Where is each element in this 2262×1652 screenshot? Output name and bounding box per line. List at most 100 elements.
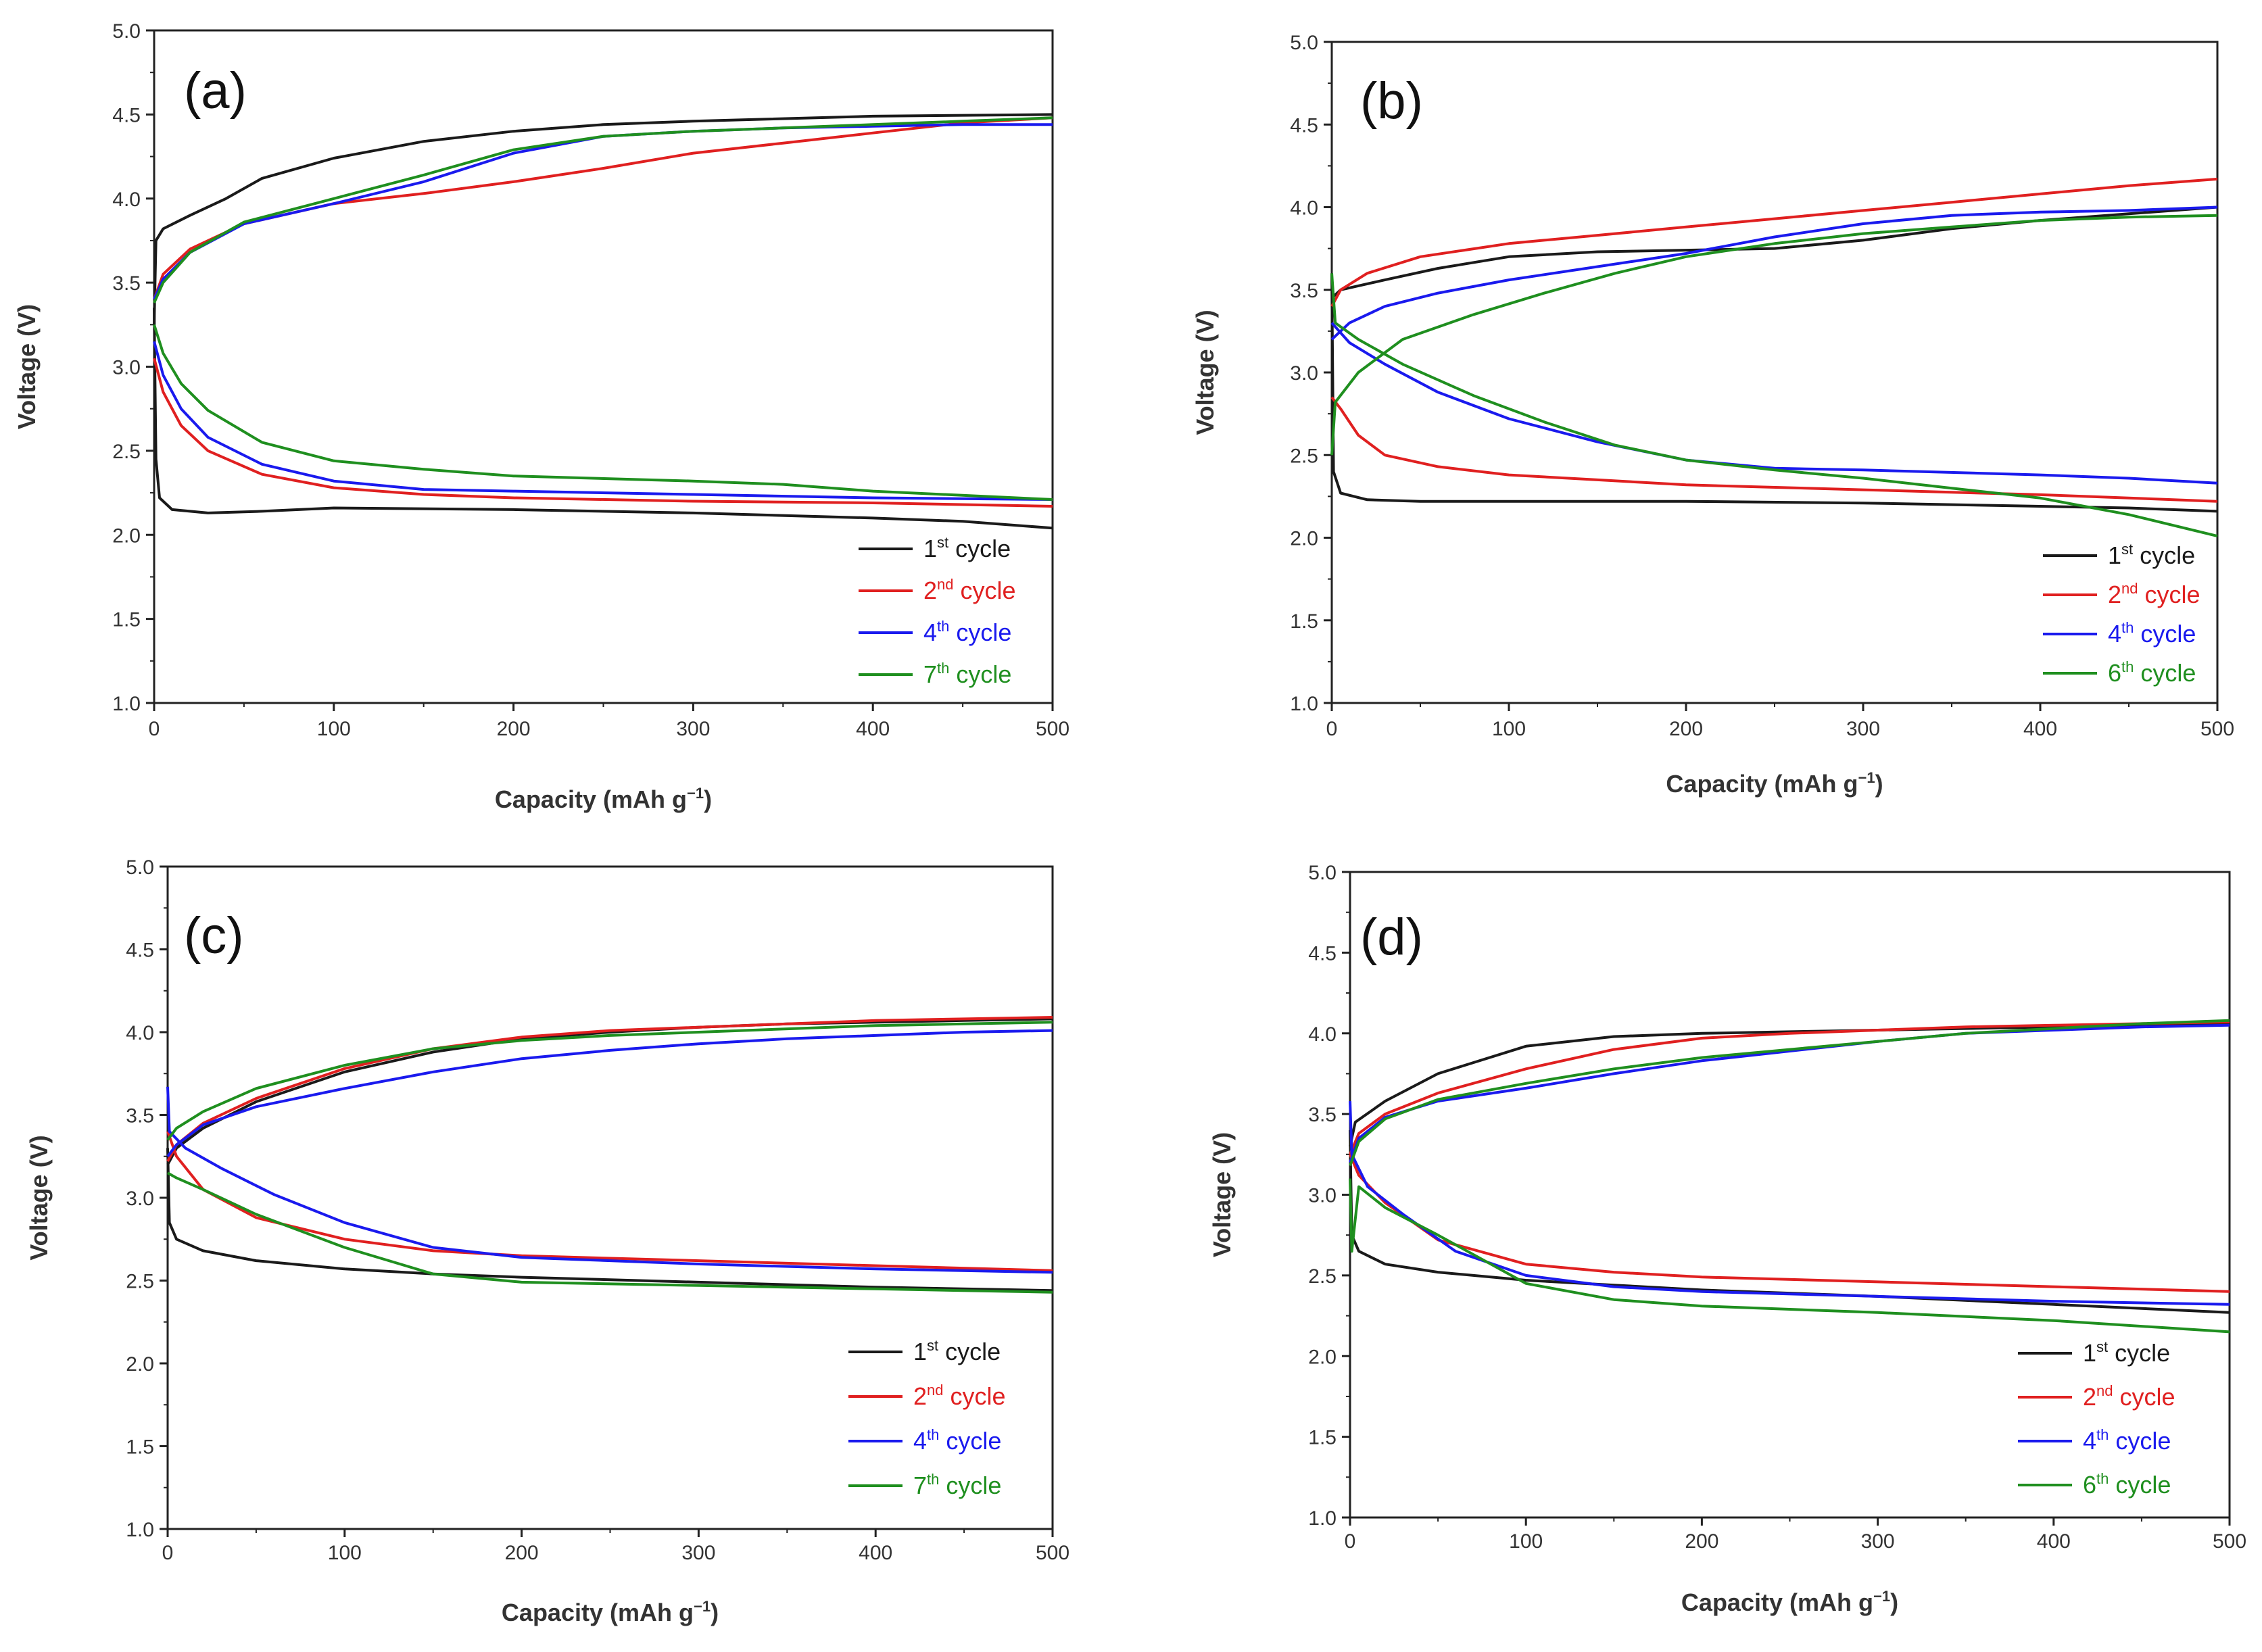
x-axis-label-end: ) xyxy=(1875,770,1883,798)
y-tick-label: 1.5 xyxy=(1290,610,1318,633)
chart-panel-d: 1.0 1.5 2.0 2.5 3.0 3.5 4.0 4.5 5.0 0 100 200 300 400… xyxy=(1208,862,2246,1616)
x-axis-label-sup: −1 xyxy=(687,785,704,802)
legend-text: cycle xyxy=(2108,1339,2170,1367)
x-axis-label-main: Capacity (mAh g xyxy=(1681,1588,1873,1616)
legend-label: 4th cycle xyxy=(2108,619,2196,648)
legend-label: 1st cycle xyxy=(913,1337,1001,1365)
legend-text: cycle xyxy=(2109,1427,2171,1455)
legend-label: 7th cycle xyxy=(923,660,1011,688)
series-4th-discharge-line xyxy=(1330,322,2218,485)
panel-label: (a) xyxy=(184,62,247,120)
y-axis-label: Voltage (V) xyxy=(13,304,41,429)
legend-sup: st xyxy=(927,1337,938,1354)
legend-text: cycle xyxy=(2134,659,2196,687)
legend-sup: nd xyxy=(937,576,953,593)
legend-label: 6th cycle xyxy=(2108,658,2196,687)
y-tick-label: 2.0 xyxy=(1308,1346,1337,1368)
legend-sup: th xyxy=(2121,658,2134,675)
y-tick-label: 5.0 xyxy=(126,856,154,879)
series-2nd-charge-line xyxy=(1349,1021,2230,1155)
x-tick-label: 300 xyxy=(681,1542,715,1564)
y-axis-label: Voltage (V) xyxy=(1191,310,1219,435)
legend-label: 2nd cycle xyxy=(2108,580,2200,608)
series-4th-discharge-line xyxy=(166,1086,1053,1274)
legend-sup: th xyxy=(937,660,949,677)
series-4th-charge-line xyxy=(1330,205,2218,341)
legend-text: cycle xyxy=(944,1382,1006,1410)
legend-text: cycle xyxy=(948,535,1011,562)
legend-sup: nd xyxy=(2096,1382,2113,1399)
chart-panel-a: 1.0 1.5 2.0 2.5 3.0 3.5 4.0 4.5 5.0 0 100 200 300 400… xyxy=(13,20,1069,813)
y-tick-label: 5.0 xyxy=(1290,32,1318,54)
x-tick-label: 200 xyxy=(1685,1530,1718,1553)
legend-num: 7 xyxy=(923,660,937,688)
y-tick-label: 4.0 xyxy=(1290,197,1318,220)
legend-text: cycle xyxy=(2134,620,2196,648)
x-tick-label: 400 xyxy=(856,718,890,740)
x-axis-label-sup: −1 xyxy=(1858,769,1875,786)
y-axis-label: Voltage (V) xyxy=(25,1135,53,1260)
x-tick-label: 300 xyxy=(676,718,710,740)
y-tick-label: 4.0 xyxy=(112,189,141,211)
y-tick-label: 5.0 xyxy=(1308,862,1337,884)
legend-sup: nd xyxy=(2121,580,2138,597)
plot-frame xyxy=(153,29,1054,704)
legend-num: 1 xyxy=(2083,1339,2096,1367)
series-6th-discharge-line xyxy=(1349,1178,2230,1334)
legend-num: 2 xyxy=(923,577,937,604)
legend-num: 7 xyxy=(913,1472,927,1499)
y-tick-label: 1.5 xyxy=(126,1436,154,1459)
series-2nd-charge-line xyxy=(166,1016,1053,1163)
legend-text: cycle xyxy=(2133,541,2195,569)
legend-text: cycle xyxy=(2113,1383,2175,1411)
plot-frame xyxy=(1349,871,2231,1519)
legend-label: 2nd cycle xyxy=(923,576,1016,604)
x-axis-label-sup: −1 xyxy=(694,1598,711,1615)
series-1st-charge-line xyxy=(153,113,1053,325)
legend-sup: th xyxy=(2121,619,2134,636)
series-2nd-discharge-line xyxy=(153,358,1053,508)
legend-text: cycle xyxy=(2138,581,2200,608)
x-axis-label: Capacity (mAh g−1) xyxy=(502,1598,719,1626)
y-tick-label: 3.5 xyxy=(112,272,141,295)
y-tick-label: 2.0 xyxy=(1290,528,1318,550)
legend-num: 4 xyxy=(913,1427,927,1455)
x-tick-label: 200 xyxy=(505,1542,539,1564)
legend-label: 2nd cycle xyxy=(913,1382,1006,1410)
y-tick-label: 2.5 xyxy=(112,441,141,463)
legend-text: cycle xyxy=(939,1472,1001,1499)
legend-label: 4th cycle xyxy=(923,618,1011,646)
legend-num: 4 xyxy=(2108,620,2121,648)
legend-sup: th xyxy=(2096,1470,2109,1487)
series-2nd-charge-line xyxy=(1330,177,2218,308)
y-tick-label: 2.0 xyxy=(126,1353,154,1376)
series-7th-charge-line xyxy=(153,116,1053,303)
x-axis-label-main: Capacity (mAh g xyxy=(502,1599,694,1626)
legend-label: 2nd cycle xyxy=(2083,1382,2175,1411)
x-axis-label-end: ) xyxy=(704,785,712,813)
legend-sup: th xyxy=(2096,1426,2109,1443)
series-6th-charge-line xyxy=(1330,214,2218,456)
x-tick-label: 500 xyxy=(2200,718,2234,740)
x-axis-label-main: Capacity (mAh g xyxy=(495,785,687,813)
series-1st-discharge-line xyxy=(1330,273,2218,513)
legend-text: cycle xyxy=(954,577,1016,604)
y-tick-label: 4.0 xyxy=(126,1022,154,1044)
x-axis-label-main: Capacity (mAh g xyxy=(1666,770,1858,798)
legend-sup: st xyxy=(937,534,948,551)
legend-label: 1st cycle xyxy=(923,534,1011,562)
series-1st-charge-line xyxy=(166,1017,1053,1165)
y-tick-label: 3.5 xyxy=(1290,280,1318,302)
x-tick-label: 100 xyxy=(1509,1530,1543,1553)
x-tick-label: 100 xyxy=(1492,718,1526,740)
x-tick-label: 300 xyxy=(1846,718,1880,740)
legend-num: 4 xyxy=(923,618,937,646)
x-axis-label-end: ) xyxy=(1890,1588,1898,1616)
series-2nd-discharge-line xyxy=(1349,1154,2230,1293)
legend-sup: th xyxy=(927,1426,939,1443)
x-axis-label: Capacity (mAh g−1) xyxy=(495,785,712,813)
y-axis-label: Voltage (V) xyxy=(1208,1132,1236,1257)
y-tick-label: 4.0 xyxy=(1308,1023,1337,1046)
legend-sup: st xyxy=(2121,541,2133,558)
y-tick-label: 2.5 xyxy=(1308,1265,1337,1288)
